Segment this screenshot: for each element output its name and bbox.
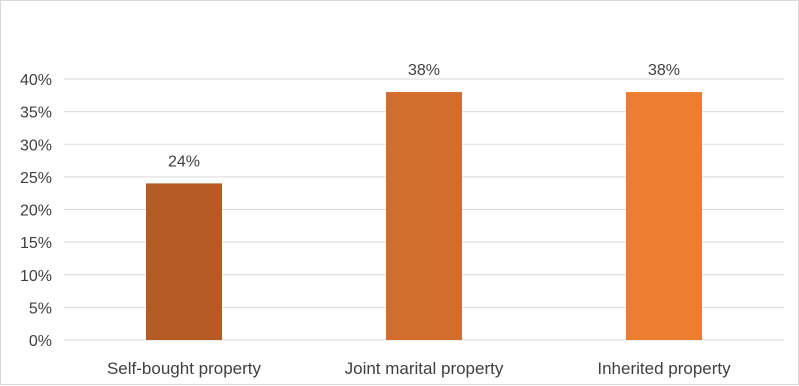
bar (146, 183, 222, 340)
y-tick-label: 40% (20, 72, 52, 89)
data-label: 24% (168, 153, 200, 170)
y-tick-label: 20% (20, 203, 52, 220)
bars (146, 92, 702, 340)
bar (626, 92, 702, 340)
x-axis-categories: Self-bought property Joint marital proper… (107, 359, 731, 378)
y-tick-label: 25% (20, 170, 52, 187)
x-category-label: Self-bought property (107, 359, 262, 378)
y-tick-label: 30% (20, 137, 52, 154)
data-label: 38% (408, 62, 440, 79)
y-tick-label: 0% (29, 333, 52, 350)
x-category-label: Inherited property (597, 359, 731, 378)
y-tick-label: 5% (29, 300, 52, 317)
data-label: 38% (648, 62, 680, 79)
y-tick-label: 10% (20, 268, 52, 285)
x-category-label: Joint marital property (345, 359, 504, 378)
y-tick-label: 35% (20, 105, 52, 122)
y-axis-ticks: 0% 5% 10% 15% 20% 25% 30% 35% 40% (20, 72, 52, 350)
data-labels: 24% 38% 38% (168, 62, 680, 170)
bar (386, 92, 462, 340)
y-tick-label: 15% (20, 235, 52, 252)
